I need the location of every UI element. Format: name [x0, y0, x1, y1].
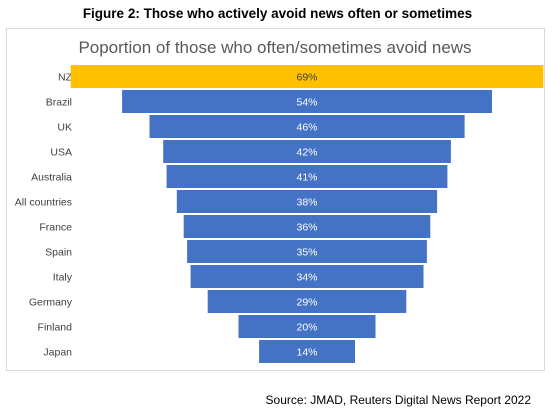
bar-brazil: [122, 90, 492, 113]
data-label: 14%: [296, 347, 317, 359]
chart-container: Poportion of those who often/sometimes a…: [6, 28, 545, 371]
data-label: 69%: [296, 72, 317, 84]
category-label: UK: [57, 122, 72, 134]
data-label: 29%: [296, 297, 317, 309]
bar-germany: [207, 290, 407, 313]
chart-title: Poportion of those who often/sometimes a…: [78, 38, 471, 57]
category-label: Japan: [43, 347, 72, 359]
bar-all-countries: [176, 190, 438, 213]
category-label: All countries: [15, 197, 72, 209]
data-label: 42%: [296, 147, 317, 159]
category-label: Finland: [38, 322, 73, 334]
bar-japan: [259, 340, 355, 363]
bar-italy: [190, 265, 424, 288]
bar-australia: [166, 165, 448, 188]
bar-nz: [70, 65, 544, 88]
bar-finland: [238, 315, 376, 338]
bars: [70, 65, 544, 363]
data-label: 38%: [296, 197, 317, 209]
figure-title: Figure 2: Those who actively avoid news …: [82, 6, 473, 21]
source-note: Source: JMAD, Reuters Digital News Repor…: [265, 393, 531, 407]
bar-uk: [149, 115, 465, 138]
data-label: 34%: [296, 272, 317, 284]
bar-usa: [163, 140, 451, 163]
data-label: 20%: [296, 322, 317, 334]
category-label: Italy: [53, 272, 73, 284]
category-labels: NZ Brazil UK USA Australia All countries Franc…: [15, 72, 73, 359]
category-label: Spain: [45, 247, 72, 259]
category-label: NZ: [58, 72, 73, 84]
category-label: USA: [50, 147, 72, 159]
category-label: Brazil: [46, 97, 72, 109]
data-label: 41%: [296, 172, 317, 184]
data-label: 54%: [296, 97, 317, 109]
category-label: France: [39, 222, 72, 234]
data-label: 35%: [296, 247, 317, 259]
bar-spain: [187, 240, 427, 263]
category-label: Australia: [31, 172, 72, 184]
bar-france: [183, 215, 431, 238]
data-label: 46%: [296, 122, 317, 134]
category-label: Germany: [29, 297, 73, 309]
value-labels: 69% 54% 46% 42% 41% 38% 36% 35% 34% 29% 20% 14%: [296, 72, 317, 359]
funnel-chart: Poportion of those who often/sometimes a…: [15, 38, 544, 363]
data-label: 36%: [296, 222, 317, 234]
